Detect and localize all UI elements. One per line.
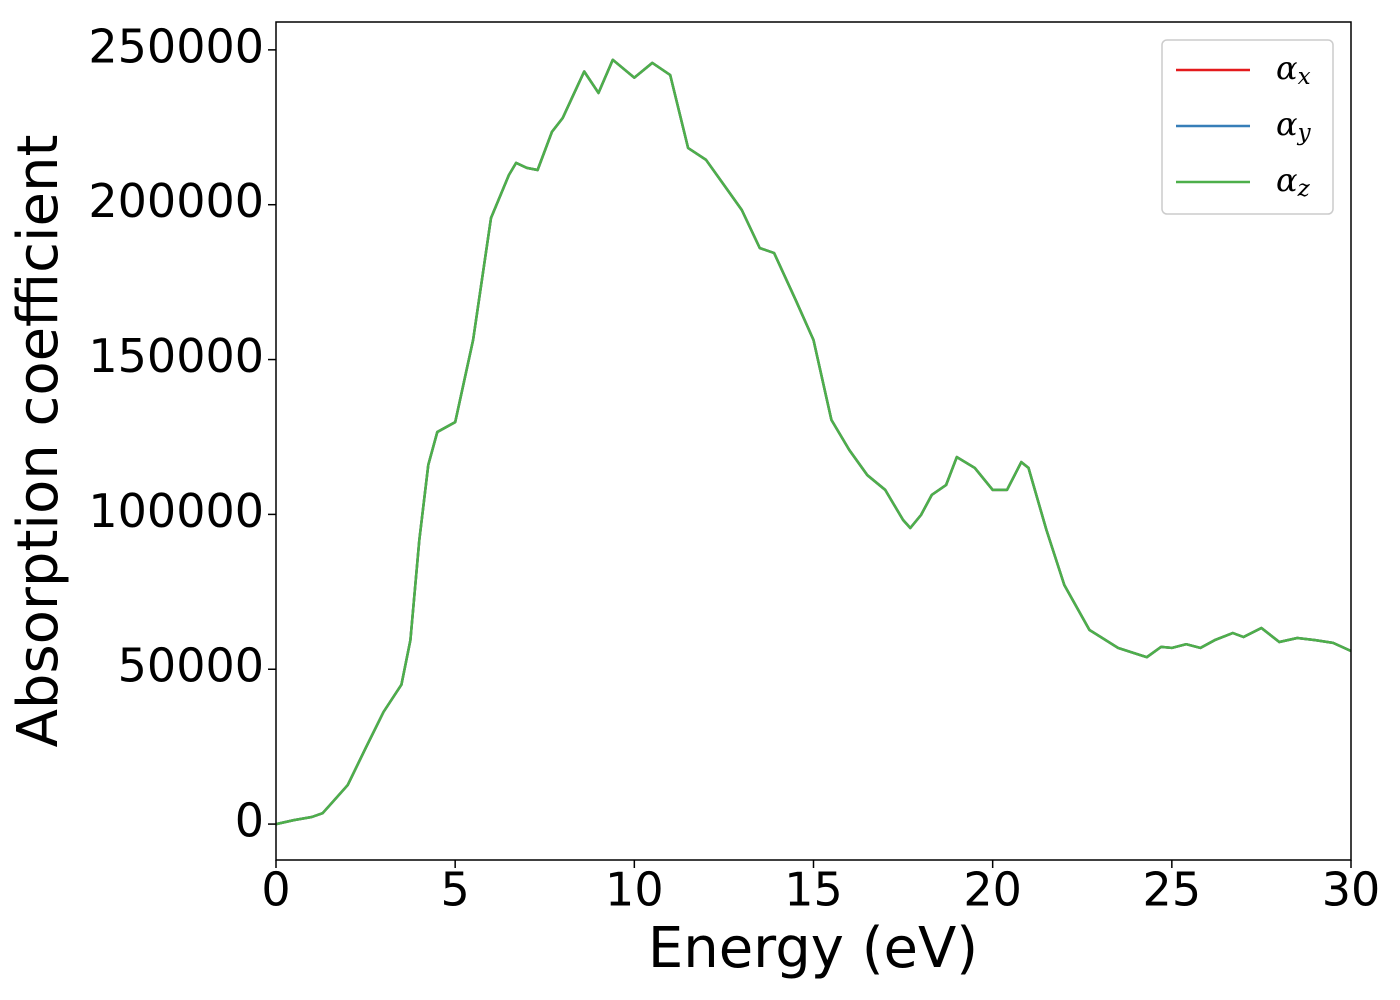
x-tick-label: 30 bbox=[1322, 863, 1381, 917]
x-tick-label: 5 bbox=[441, 863, 470, 917]
x-tick-label: 10 bbox=[605, 863, 664, 917]
x-tick-label: 0 bbox=[261, 863, 290, 917]
y-tick-label: 200000 bbox=[88, 174, 264, 228]
line-series bbox=[275, 58, 1352, 826]
y-tick-label: 250000 bbox=[88, 19, 264, 73]
legend-label: αz bbox=[1276, 161, 1311, 203]
y-tick-label: 150000 bbox=[88, 329, 264, 383]
y-tick-label: 100000 bbox=[88, 484, 264, 538]
legend-label: αy bbox=[1276, 105, 1312, 147]
x-axis-label: Energy (eV) bbox=[648, 916, 978, 981]
x-tick-label: 25 bbox=[1143, 863, 1202, 917]
plot-frame bbox=[275, 21, 1352, 861]
y-tick-label: 50000 bbox=[118, 639, 264, 693]
y-axis-label: Absorption coefficient bbox=[6, 135, 71, 748]
x-tick-label: 15 bbox=[784, 863, 843, 917]
x-tick-label: 20 bbox=[963, 863, 1022, 917]
legend-label: αx bbox=[1276, 49, 1311, 91]
y-tick-label: 0 bbox=[235, 794, 264, 848]
